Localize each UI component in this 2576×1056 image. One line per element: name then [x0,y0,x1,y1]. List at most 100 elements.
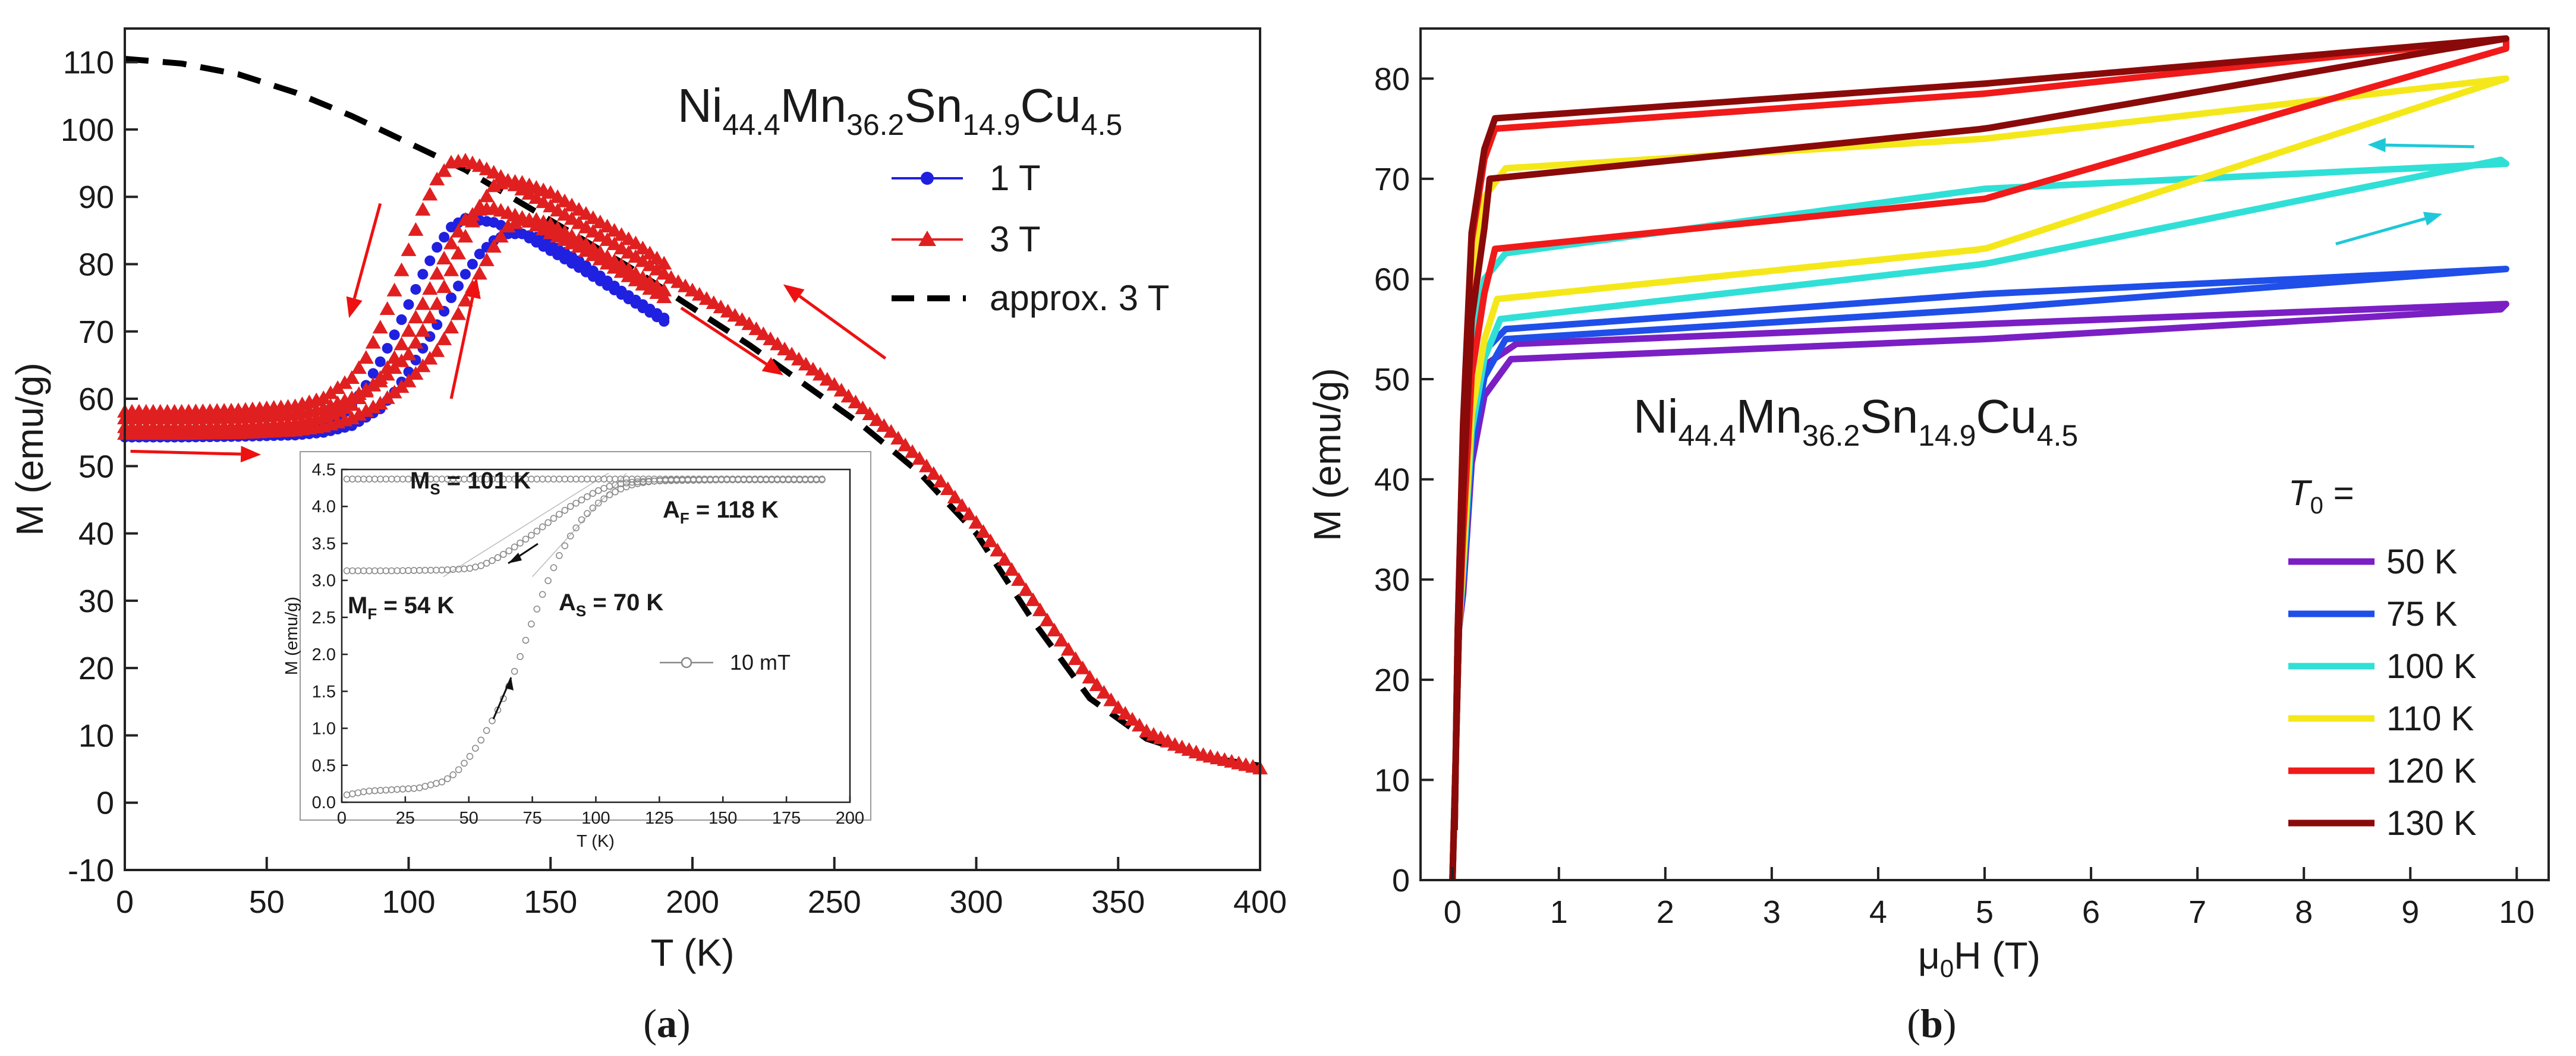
point-1t [410,283,421,295]
inset-point [500,551,507,558]
b-y-tick-label: 70 [1374,162,1410,197]
inset-point [505,547,513,554]
point-3t [393,336,410,351]
inset-point [517,653,524,660]
cyan-arrow [2385,143,2474,149]
b-x-tick-label: 0 [1444,894,1462,930]
a-y-tick-label: -10 [68,853,114,888]
panel-b-y-ticks: 0 10 20 30 40 50 60 70 80 [1374,61,1434,899]
point-3t [365,335,381,349]
point-3t [386,384,402,399]
a-x-tick-label: 250 [808,884,861,920]
inset-point [477,736,485,744]
point-3t [649,250,665,264]
inset-black-arrows [492,543,538,720]
point-3t [436,331,452,345]
inset-legend: 10 mT [660,650,791,674]
inset-chart: 0 25 50 75 100 125 150 175 200 0.0 0.5 1.0 1.5 2.0 2.… [282,451,871,851]
inset-point [589,490,597,497]
red-arrow [352,203,382,299]
point-3t [344,411,360,425]
point-3t [1117,706,1133,720]
legend-label-120K: 120 K [2386,752,2477,790]
point-3t [358,350,374,364]
point-3t [826,377,842,391]
point-3t [471,266,487,280]
point-3t [415,296,431,310]
point-3t [1132,717,1148,732]
point-3t [876,418,892,432]
point-3t [436,279,452,294]
point-3t [372,320,388,334]
point-3t [833,383,849,397]
legend-label-75K: 75 K [2386,595,2458,633]
point-3t [316,390,332,405]
point-3t [471,198,487,213]
b-y-tick-label: 0 [1392,863,1410,899]
point-3t [393,262,410,276]
point-3t [741,316,757,330]
point-3t [422,351,438,365]
curve-50K [1449,301,2509,881]
annotation-mf: MF = 54 K [348,592,454,623]
point-1t [417,269,429,280]
point-3t [436,163,452,177]
inset-guide-line [443,472,609,578]
point-3t [791,351,807,365]
point-3t [798,357,814,371]
b-x-tick-label: 8 [2295,894,2313,930]
point-3t [401,346,417,361]
inset-point [600,495,607,503]
point-3t [918,458,934,472]
point-1t [432,242,443,253]
point-3t [997,551,1013,566]
point-3t [386,282,402,297]
inset-point [494,554,502,562]
point-3t [1025,592,1041,606]
inset-background [300,451,871,821]
a-y-tick-label: 110 [63,45,114,81]
inset-point [438,778,446,786]
inset-point [489,557,496,565]
b-x-tick-label: 1 [1550,894,1568,930]
point-1t [467,259,478,270]
a-y-tick-label: 10 [78,718,114,754]
inset-x-tick-label: 50 [459,809,478,828]
red-arrow [130,449,241,456]
red-arrowhead [783,284,805,303]
inset-x-axis-label: T (K) [577,832,615,851]
point-3t [493,229,509,243]
inset-y-tick-label: 2.0 [312,645,336,664]
a-x-tick-label: 0 [116,884,134,920]
point-3t [351,386,367,400]
point-3t [869,412,885,426]
point-3t [656,256,672,270]
point-3t [365,377,381,392]
point-3t [883,424,899,438]
red-arrow [680,307,767,365]
point-1t [460,269,471,280]
point-3t [1096,685,1112,699]
inset-point [511,667,518,675]
b-x-tick-label: 2 [1657,894,1674,930]
inset-point [522,636,530,644]
point-3t [990,543,1006,557]
legend-entry-1t: 1 T [892,158,1041,198]
inset-point [589,505,597,512]
point-3t [443,320,459,334]
inset-point [483,559,490,567]
a-x-tick-label: 200 [666,884,719,920]
inset-point [578,496,585,504]
point-3t [458,229,473,243]
inset-point [556,552,563,559]
cyan-arrow [2335,217,2426,245]
point-1t [403,299,414,310]
point-3t [415,358,431,373]
inset-y-tick-label: 3.5 [312,534,336,553]
b-y-tick-label: 60 [1374,261,1410,297]
panel-b-hysteresis-curves [1449,35,2509,881]
annotation-ms: MS = 101 K [410,468,531,498]
b-x-tick-label: 7 [2188,894,2206,930]
a-y-tick-label: 50 [78,449,114,484]
